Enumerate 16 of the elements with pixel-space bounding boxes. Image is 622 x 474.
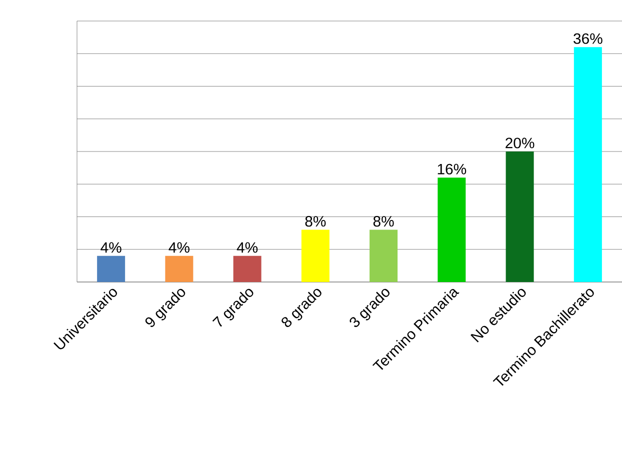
data-label: 4% xyxy=(236,242,258,253)
data-label: 8% xyxy=(305,216,326,227)
data-label: 36% xyxy=(574,33,602,44)
bar xyxy=(506,152,534,282)
data-label: 16% xyxy=(438,164,466,174)
data-label: 4% xyxy=(100,242,122,253)
data-label: 4% xyxy=(168,242,190,253)
bar xyxy=(574,47,602,282)
data-label: 8% xyxy=(373,216,394,227)
bar xyxy=(438,178,466,282)
bar xyxy=(165,256,194,282)
bar xyxy=(301,230,330,282)
bar xyxy=(233,256,262,282)
bar xyxy=(370,230,398,282)
bar xyxy=(97,256,126,282)
data-label: 20% xyxy=(506,138,534,148)
